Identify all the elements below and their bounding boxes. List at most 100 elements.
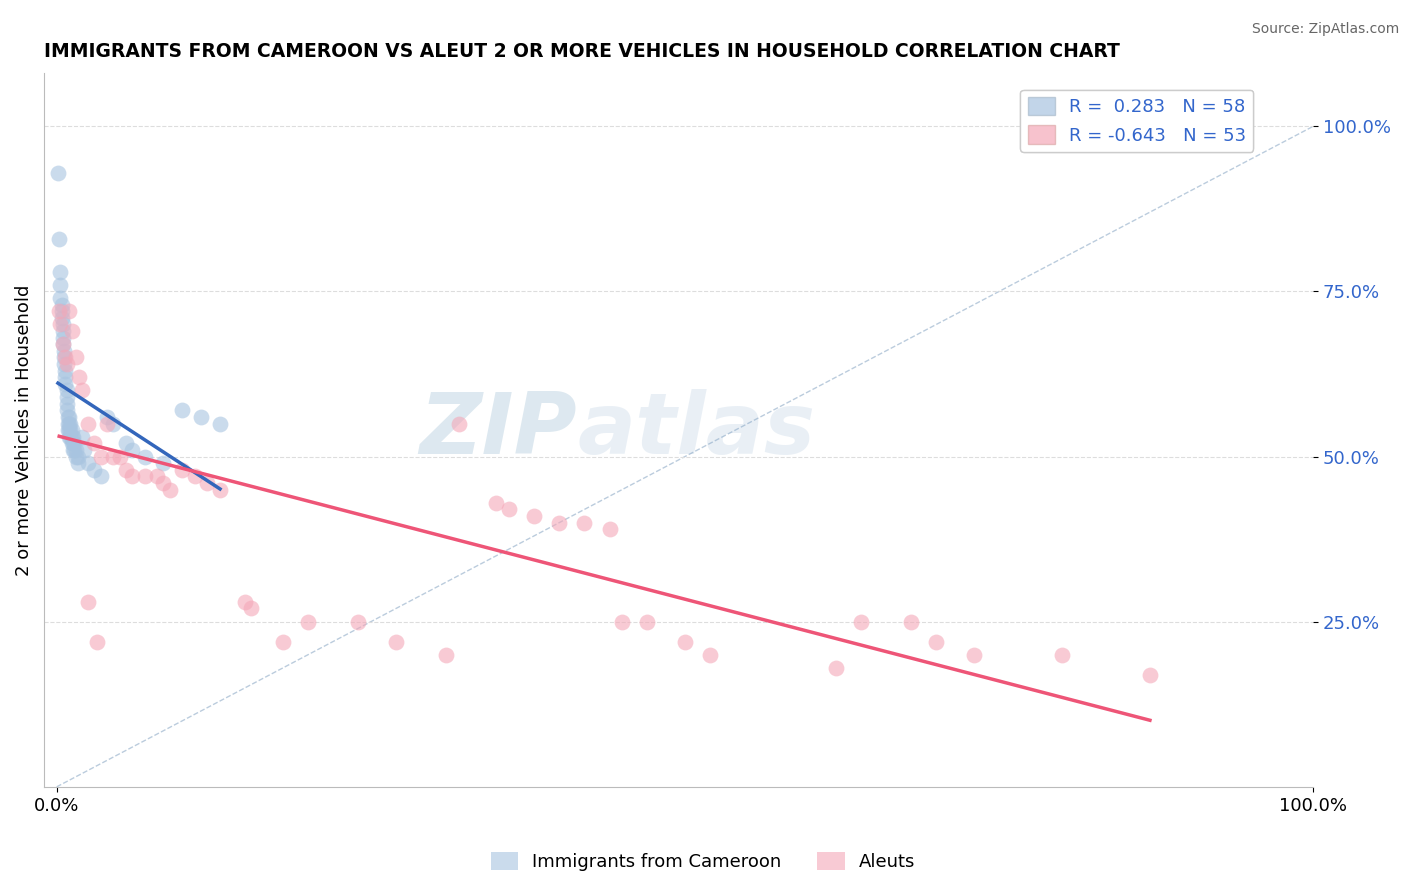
Point [96, 417, 118, 431]
Point [485, 496, 508, 510]
Point [49, 277, 72, 292]
Point [849, 615, 872, 629]
Point [90, 450, 112, 464]
Point [447, 417, 470, 431]
Point [49, 318, 72, 332]
Point [297, 615, 319, 629]
Text: Source: ZipAtlas.com: Source: ZipAtlas.com [1251, 22, 1399, 37]
Point [121, 442, 143, 457]
Point [62, 430, 84, 444]
Point [65, 351, 87, 365]
Point [67, 456, 90, 470]
Point [52, 324, 75, 338]
Point [63, 436, 86, 450]
Point [55, 364, 77, 378]
Point [114, 436, 136, 450]
Point [55, 390, 77, 404]
Point [52, 337, 75, 351]
Point [59, 430, 82, 444]
Point [51, 304, 73, 318]
Point [53, 343, 76, 358]
Point [53, 351, 76, 365]
Point [56, 417, 79, 431]
Point [55, 376, 77, 391]
Legend: R =  0.283   N = 58, R = -0.643   N = 53: R = 0.283 N = 58, R = -0.643 N = 53 [1021, 89, 1254, 152]
Point [108, 450, 131, 464]
Point [67, 450, 90, 464]
Point [58, 304, 80, 318]
Point [56, 423, 79, 437]
Point [55, 397, 77, 411]
Point [134, 450, 156, 464]
Point [184, 469, 207, 483]
Point [208, 417, 231, 431]
Point [46, 165, 69, 179]
Point [233, 595, 256, 609]
Point [65, 450, 87, 464]
Point [599, 522, 621, 536]
Point [240, 601, 263, 615]
Point [103, 450, 125, 464]
Y-axis label: 2 or more Vehicles in Household: 2 or more Vehicles in Household [15, 285, 32, 576]
Point [49, 291, 72, 305]
Point [77, 456, 100, 470]
Point [58, 417, 80, 431]
Point [172, 463, 194, 477]
Point [48, 304, 70, 318]
Point [548, 516, 571, 530]
Point [60, 430, 83, 444]
Point [59, 417, 82, 431]
Point [63, 442, 86, 457]
Point [83, 463, 105, 477]
Point [52, 318, 75, 332]
Point [1050, 648, 1073, 662]
Point [62, 442, 84, 457]
Point [70, 384, 93, 398]
Point [574, 516, 596, 530]
Point [498, 502, 520, 516]
Point [96, 409, 118, 424]
Point [925, 634, 948, 648]
Point [1139, 667, 1161, 681]
Point [51, 310, 73, 325]
Legend: Immigrants from Cameroon, Aleuts: Immigrants from Cameroon, Aleuts [484, 845, 922, 879]
Point [824, 661, 846, 675]
Point [197, 475, 219, 490]
Point [52, 337, 75, 351]
Point [434, 648, 457, 662]
Point [55, 351, 77, 365]
Point [56, 409, 79, 424]
Point [52, 331, 75, 345]
Point [58, 423, 80, 437]
Point [58, 409, 80, 424]
Point [134, 469, 156, 483]
Text: ZIP: ZIP [419, 389, 576, 472]
Point [67, 370, 90, 384]
Point [208, 483, 231, 497]
Point [51, 298, 73, 312]
Point [65, 442, 87, 457]
Point [172, 403, 194, 417]
Point [77, 417, 100, 431]
Point [385, 634, 408, 648]
Point [55, 357, 77, 371]
Point [146, 469, 169, 483]
Point [55, 403, 77, 417]
Text: atlas: atlas [576, 389, 815, 472]
Point [673, 634, 696, 648]
Point [610, 615, 633, 629]
Point [77, 595, 100, 609]
Point [83, 436, 105, 450]
Point [699, 648, 721, 662]
Point [152, 475, 174, 490]
Point [636, 615, 658, 629]
Point [523, 508, 546, 523]
Point [271, 634, 294, 648]
Point [55, 384, 77, 398]
Point [159, 483, 181, 497]
Point [73, 442, 96, 457]
Point [60, 436, 83, 450]
Point [53, 357, 76, 371]
Point [58, 430, 80, 444]
Point [347, 615, 370, 629]
